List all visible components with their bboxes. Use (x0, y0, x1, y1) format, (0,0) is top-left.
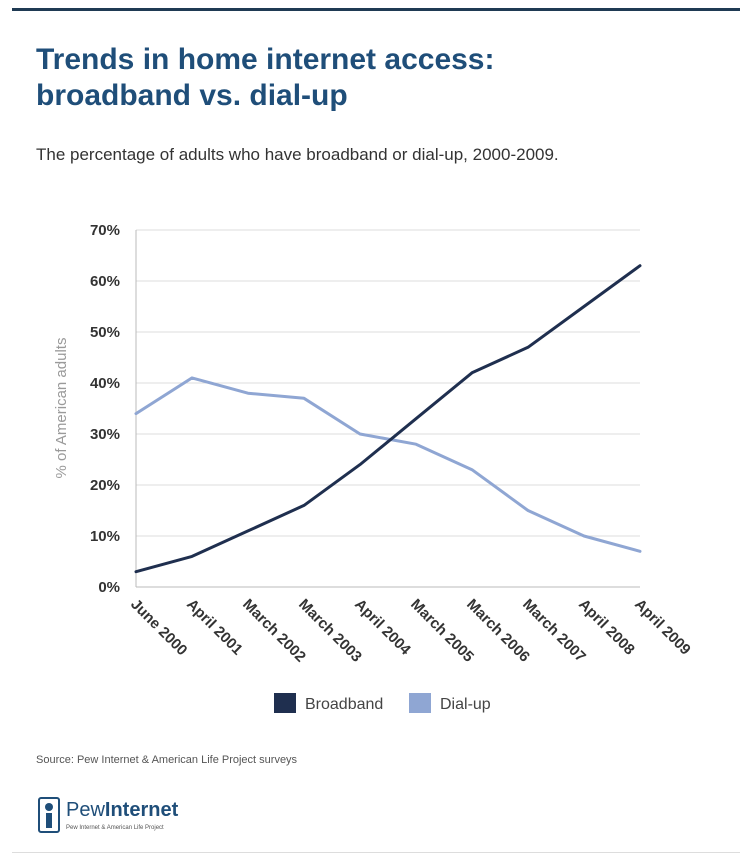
x-tick-label: April 2009 (631, 596, 694, 659)
y-tick-label: 30% (90, 426, 120, 443)
legend-swatch-broadband (274, 693, 296, 713)
series-lines (134, 264, 642, 574)
title-line-1: Trends in home internet access: (36, 43, 495, 76)
gridlines (136, 229, 640, 537)
x-tick-label: April 2001 (183, 596, 246, 659)
title-line-2: broadband vs. dial-up (36, 79, 348, 112)
bottom-rule (12, 852, 740, 853)
legend-swatch-dialup (409, 693, 431, 713)
pew-logo-icon (38, 797, 60, 833)
series-line-broadband (134, 264, 642, 574)
logo-tagline: Pew Internet & American Life Project (66, 825, 164, 831)
x-tick-label: June 2000 (127, 596, 190, 659)
y-tick-label: 50% (90, 324, 120, 341)
legend: Broadband Dial-up (274, 693, 491, 713)
axes (135, 230, 640, 588)
logo-word-internet: Internet (104, 799, 179, 821)
chart-subtitle: The percentage of adults who have broadb… (36, 145, 559, 164)
y-tick-label: 70% (90, 222, 120, 239)
y-axis-ticks: 0% 10% 20% 30% 40% 50% 60% 70% (90, 222, 120, 596)
chart-title: Trends in home internet access: broadban… (36, 42, 716, 114)
legend-label-broadband: Broadband (305, 696, 383, 713)
source-note: Source: Pew Internet & American Life Pro… (36, 754, 298, 766)
legend-label-dialup: Dial-up (440, 696, 491, 713)
y-tick-label: 20% (90, 477, 120, 494)
y-axis-label: % of American adults (53, 338, 70, 479)
y-tick-label: 40% (90, 375, 120, 392)
series-line-dial-up (134, 376, 642, 553)
top-rule (12, 8, 740, 11)
logo-wordmark: PewInternet (66, 799, 178, 822)
logo-word-pew: Pew (66, 799, 105, 821)
y-tick-label: 10% (90, 528, 120, 545)
y-tick-label: 60% (90, 273, 120, 290)
y-tick-label: 0% (98, 579, 120, 596)
